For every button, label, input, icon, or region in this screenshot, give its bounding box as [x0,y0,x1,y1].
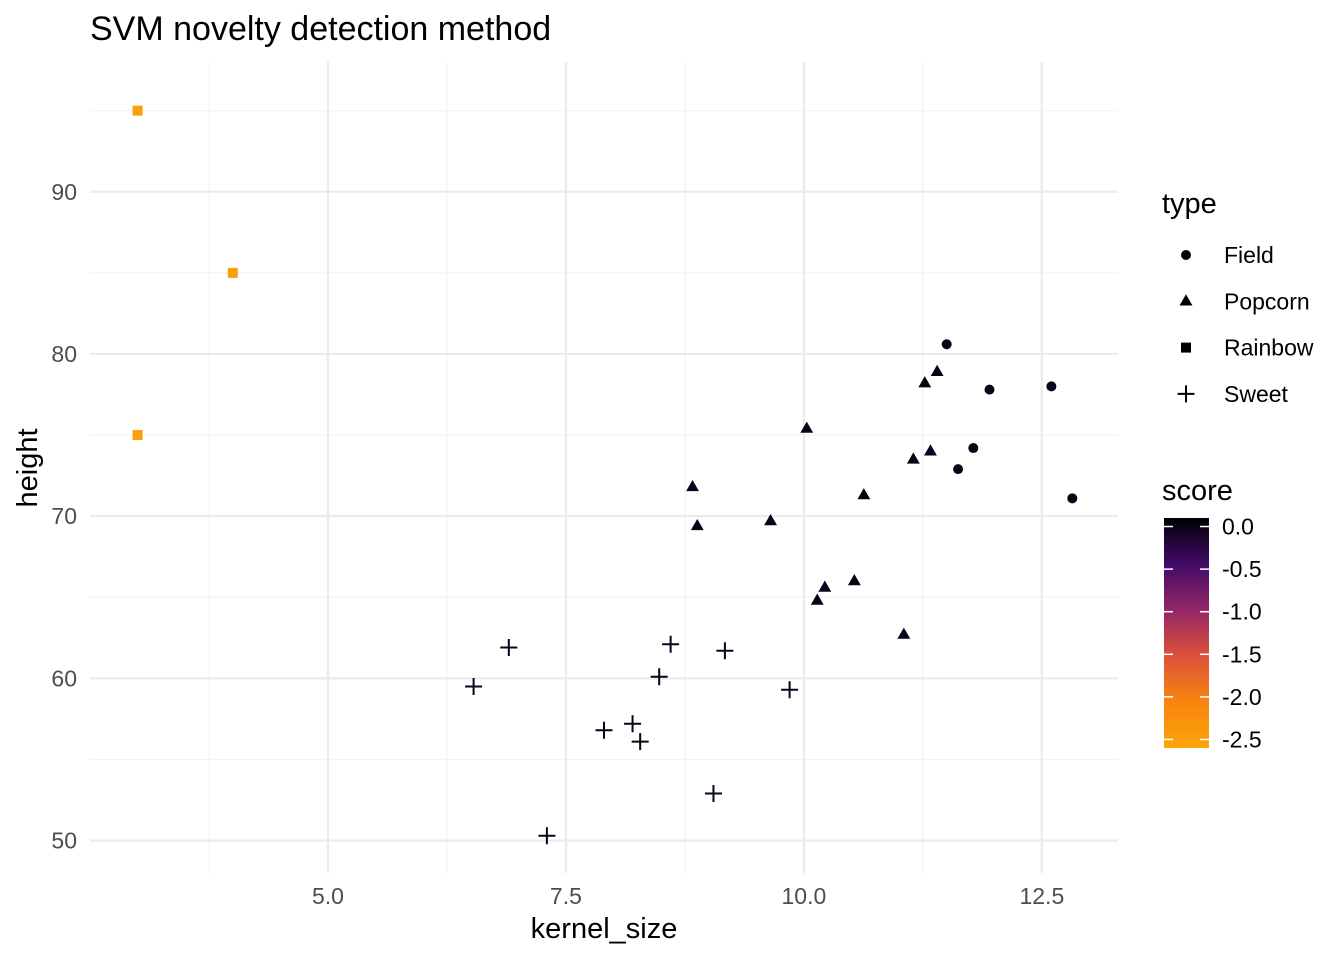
colorbar-label: -1.0 [1222,599,1262,625]
data-points [132,105,1078,845]
colorbar-label: 0.0 [1222,514,1254,540]
data-point-popcorn [764,514,778,526]
x-tick-label: 12.5 [1019,883,1064,909]
y-axis-ticks: 50 60 70 80 90 [51,179,77,854]
x-tick-label: 7.5 [550,883,582,909]
data-point-popcorn [800,421,814,433]
data-point-sweet [538,827,556,845]
data-point-field [1046,381,1057,392]
data-point-rainbow [132,430,143,441]
colorbar-label: -1.5 [1222,641,1262,667]
chart-title: SVM novelty detection method [90,10,551,48]
colorbar-label: -2.5 [1222,726,1262,752]
data-point-popcorn [690,518,704,531]
data-point-popcorn [810,593,824,605]
y-tick-label: 80 [51,341,77,367]
y-tick-label: 50 [51,828,77,854]
x-tick-label: 10.0 [782,883,827,909]
x-axis-title: kernel_size [531,913,678,945]
data-point-sweet [662,635,680,653]
data-point-sweet [716,642,734,660]
data-point-field [984,384,995,395]
data-point-sweet [624,715,642,733]
data-point-popcorn [818,580,832,592]
data-point-sweet [595,721,613,739]
data-point-popcorn [686,479,699,492]
y-tick-label: 70 [51,503,77,529]
y-tick-label: 90 [51,179,77,205]
grid [90,62,1118,873]
shape-legend: Field Popcorn Rainbow Sweet [1177,242,1314,407]
data-point-field [1067,493,1078,504]
legend-label-rainbow: Rainbow [1224,335,1314,361]
legend-key-field [1181,250,1191,260]
legend-label-popcorn: Popcorn [1224,288,1310,314]
legend-key-rainbow [1181,342,1191,353]
data-point-sweet [781,681,799,699]
legend-key-popcorn [1179,294,1193,306]
data-point-popcorn [897,627,911,639]
colorbar-label: -2.0 [1222,684,1262,710]
data-point-sweet [650,668,668,686]
y-tick-label: 60 [51,665,77,691]
data-point-rainbow [227,267,238,278]
data-point-sweet [704,785,722,803]
data-point-popcorn [906,452,920,464]
x-tick-label: 5.0 [312,883,344,909]
data-point-field [941,339,952,350]
data-point-field [953,464,964,475]
data-point-sweet [465,677,483,695]
data-point-sweet [500,639,518,657]
data-point-popcorn [924,444,937,456]
data-point-popcorn [847,574,861,586]
data-point-sweet [631,733,649,751]
data-point-rainbow [132,105,143,116]
color-legend-title: score [1162,475,1233,507]
data-point-popcorn [857,488,871,500]
colorbar [1164,518,1209,748]
x-axis-ticks: 5.0 7.5 10.0 12.5 [312,883,1064,909]
colorbar-label: -0.5 [1222,556,1262,582]
legend-label-field: Field [1224,242,1274,268]
shape-legend-title: type [1162,188,1217,220]
data-point-popcorn [918,376,932,388]
y-axis-title: height [12,428,44,507]
color-legend: 0.0 -0.5 -1.0 -1.5 -2.0 -2.5 [1164,514,1262,752]
legend-key-sweet [1177,385,1195,403]
data-point-popcorn [930,364,944,377]
legend-label-sweet: Sweet [1224,381,1289,407]
data-point-field [968,443,979,454]
